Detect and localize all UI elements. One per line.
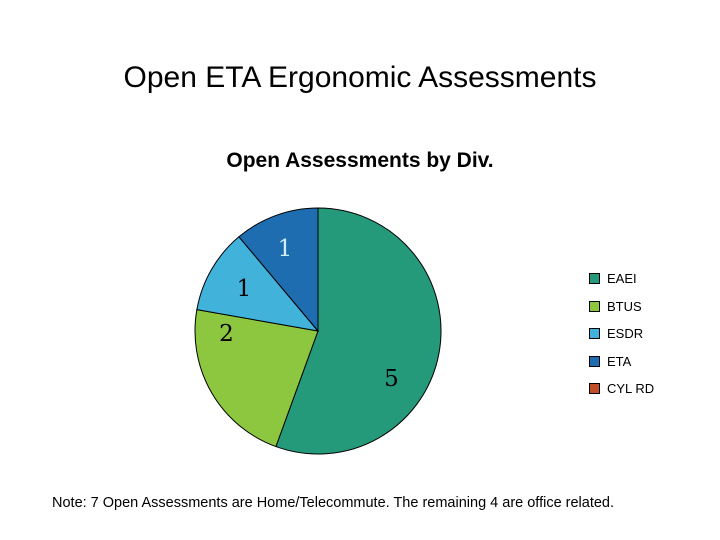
legend-item: EAEI — [589, 265, 654, 293]
pie-slice-btus — [194, 309, 319, 448]
pie-data-label: 1 — [278, 236, 293, 262]
legend-label: ETA — [607, 353, 632, 369]
legend-swatch — [589, 273, 600, 285]
legend-item: ESDR — [589, 320, 654, 348]
legend: EAEI BTUS ESDR ETA CYL RD — [589, 265, 654, 403]
slide-title: Open ETA Ergonomic Assessments — [123, 61, 597, 94]
legend-swatch — [589, 383, 600, 395]
pie-slice-esdr — [196, 236, 320, 332]
chart-title: Open Assessments by Div. — [226, 149, 494, 172]
legend-swatch — [589, 300, 600, 312]
legend-item: CYL RD — [589, 375, 654, 403]
pie-data-label: 1 — [237, 276, 252, 302]
legend-label: BTUS — [607, 298, 642, 314]
legend-swatch — [589, 328, 600, 340]
pie-data-label: 2 — [219, 321, 234, 347]
pie-data-label: 5 — [384, 366, 399, 392]
note-text: Note: 7 Open Assessments are Home/Teleco… — [52, 495, 615, 511]
legend-swatch — [589, 355, 600, 367]
legend-label: ESDR — [607, 326, 644, 342]
legend-item: ETA — [589, 348, 654, 376]
legend-label: EAEI — [607, 271, 637, 287]
legend-label: CYL RD — [607, 381, 655, 397]
pie-slice-eaei — [275, 207, 442, 455]
legend-item: BTUS — [589, 293, 654, 321]
pie-slice-eta — [238, 207, 319, 333]
